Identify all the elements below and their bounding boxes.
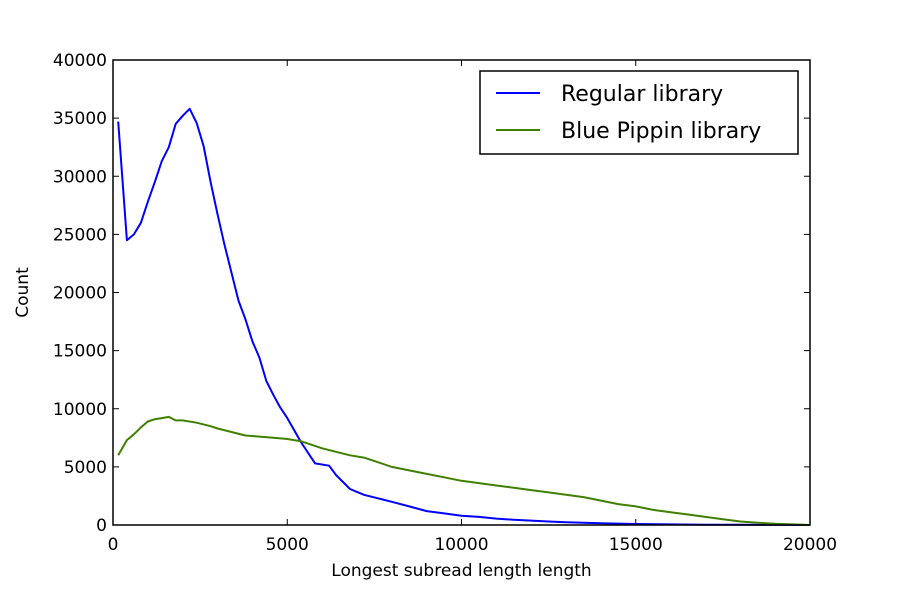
legend: Regular library Blue Pippin library xyxy=(479,70,799,155)
series-line-blue-pippin-library xyxy=(117,415,811,526)
y-tick-label: 30000 xyxy=(53,167,107,187)
x-axis-label: Longest subread length length xyxy=(331,561,591,581)
x-tick-label: 0 xyxy=(108,535,119,555)
y-tick-label: 25000 xyxy=(53,225,107,245)
y-tick-label: 0 xyxy=(96,516,107,536)
ticks-layer xyxy=(112,59,811,526)
tick-labels: 0 5000 10000 15000 20000 0 5000 10000 15000 20000… xyxy=(53,51,837,555)
y-tick-label: 20000 xyxy=(53,284,107,304)
y-tick-label: 5000 xyxy=(64,458,107,478)
series-line-regular-library xyxy=(117,107,811,526)
y-tick-label: 10000 xyxy=(53,400,107,420)
series-layer xyxy=(117,107,811,526)
y-axis-label: Count xyxy=(13,267,33,318)
x-tick-label: 5000 xyxy=(266,535,309,555)
x-tick-label: 15000 xyxy=(609,535,663,555)
legend-box xyxy=(479,70,799,155)
x-tick-label: 20000 xyxy=(783,535,837,555)
legend-label-regular-library: Regular library xyxy=(561,82,723,107)
x-tick-label: 10000 xyxy=(434,535,488,555)
y-tick-label: 15000 xyxy=(53,342,107,362)
y-tick-label: 40000 xyxy=(53,51,107,71)
y-tick-label: 35000 xyxy=(53,109,107,129)
legend-label-blue-pippin-library: Blue Pippin library xyxy=(561,119,761,144)
